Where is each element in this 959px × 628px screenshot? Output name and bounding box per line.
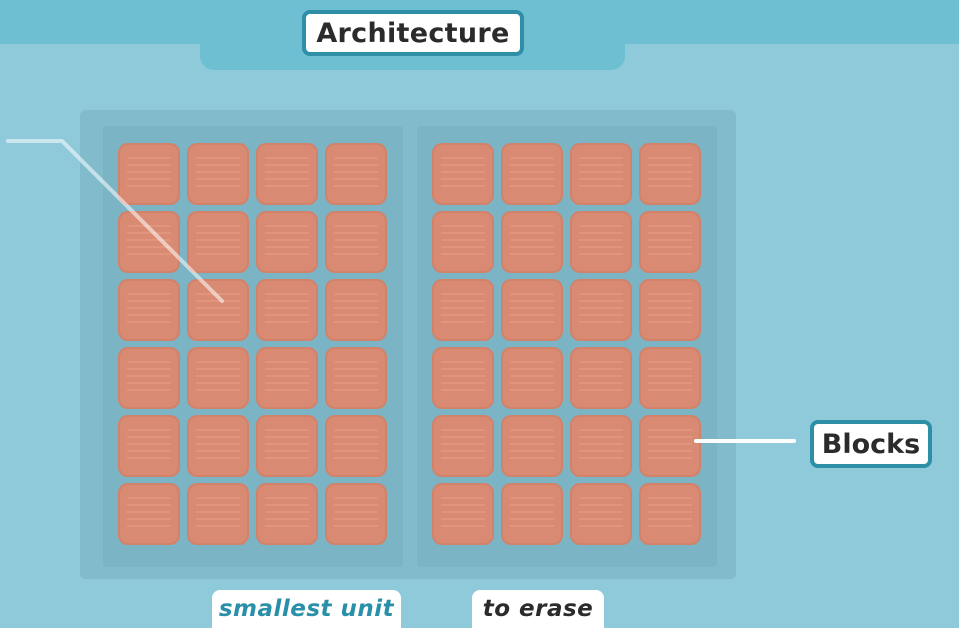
plane-2-block-grid bbox=[432, 143, 701, 545]
plane-2 bbox=[417, 126, 717, 567]
blocks-label: Blocks bbox=[810, 420, 932, 468]
block bbox=[187, 211, 249, 273]
block bbox=[118, 483, 180, 545]
block bbox=[432, 143, 494, 205]
block bbox=[570, 347, 632, 409]
plane-1 bbox=[103, 126, 403, 567]
block bbox=[639, 347, 701, 409]
block bbox=[118, 415, 180, 477]
block bbox=[501, 143, 563, 205]
block bbox=[432, 279, 494, 341]
block bbox=[570, 143, 632, 205]
block bbox=[187, 415, 249, 477]
block bbox=[325, 211, 387, 273]
block bbox=[570, 415, 632, 477]
block bbox=[325, 483, 387, 545]
block bbox=[256, 483, 318, 545]
block bbox=[432, 347, 494, 409]
block bbox=[256, 415, 318, 477]
block bbox=[325, 143, 387, 205]
block bbox=[325, 279, 387, 341]
caption-to-erase: to erase bbox=[472, 590, 604, 628]
block bbox=[432, 211, 494, 273]
block bbox=[501, 279, 563, 341]
page-title: Architecture bbox=[302, 10, 524, 56]
block bbox=[256, 279, 318, 341]
block bbox=[639, 415, 701, 477]
block bbox=[501, 347, 563, 409]
block bbox=[501, 483, 563, 545]
block bbox=[501, 415, 563, 477]
block bbox=[118, 211, 180, 273]
block bbox=[639, 143, 701, 205]
block bbox=[570, 483, 632, 545]
block bbox=[570, 279, 632, 341]
block bbox=[639, 483, 701, 545]
block bbox=[187, 483, 249, 545]
block bbox=[432, 483, 494, 545]
block bbox=[118, 279, 180, 341]
block bbox=[187, 279, 249, 341]
block bbox=[187, 143, 249, 205]
block bbox=[256, 211, 318, 273]
block bbox=[187, 347, 249, 409]
block bbox=[118, 347, 180, 409]
block bbox=[256, 347, 318, 409]
blocks-connector-line bbox=[694, 439, 796, 443]
block bbox=[501, 211, 563, 273]
block bbox=[570, 211, 632, 273]
block bbox=[118, 143, 180, 205]
block bbox=[256, 143, 318, 205]
plane-1-block-grid bbox=[118, 143, 387, 545]
block bbox=[639, 211, 701, 273]
block bbox=[325, 415, 387, 477]
caption-smallest-unit: smallest unit bbox=[212, 590, 401, 628]
block bbox=[639, 279, 701, 341]
block bbox=[432, 415, 494, 477]
block bbox=[325, 347, 387, 409]
